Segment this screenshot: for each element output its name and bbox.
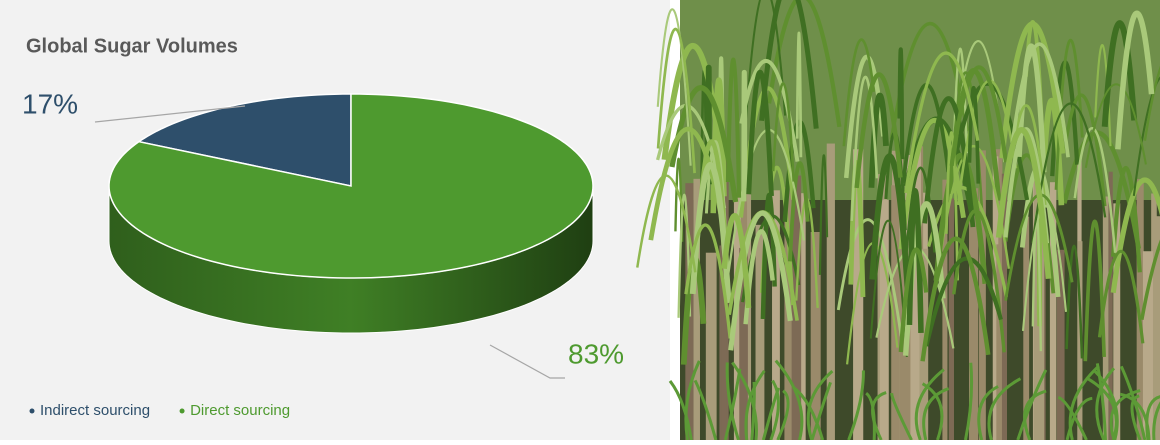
data-label: 17% (22, 88, 78, 119)
cane-stalk (949, 198, 954, 440)
data-label: 83% (568, 338, 624, 369)
chart-title: Global Sugar Volumes (26, 35, 238, 57)
sugarcane-photo (637, 0, 1160, 440)
cane-stalk (827, 144, 835, 440)
legend-label: Indirect sourcing (40, 402, 150, 419)
legend-marker (30, 409, 35, 414)
legend-label: Direct sourcing (190, 402, 290, 419)
legend-marker (180, 409, 185, 414)
